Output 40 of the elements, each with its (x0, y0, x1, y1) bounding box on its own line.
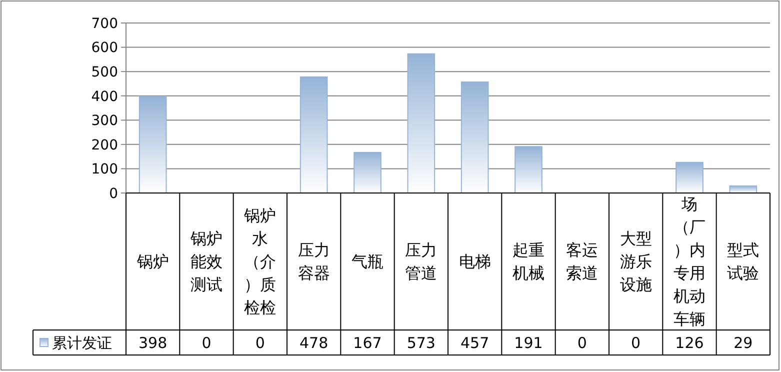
x-tick-label: 起重机械 (512, 240, 544, 283)
x-tick-label: 锅炉能效测试 (190, 229, 222, 294)
x-tick-label: 气瓶 (352, 252, 384, 272)
y-tick-label: 300 (91, 113, 118, 130)
data-label: 478 (300, 334, 328, 352)
x-tick-label: 大型游乐设施 (620, 229, 652, 294)
data-label: 398 (138, 334, 168, 352)
data-label: 0 (202, 334, 212, 352)
bar (460, 82, 489, 194)
y-tick-label: 0 (109, 186, 118, 202)
y-tick-label: 500 (91, 64, 118, 80)
x-tick-label: 客运索道 (566, 240, 598, 283)
bar (514, 146, 542, 194)
bar (354, 152, 382, 194)
x-tick-label: 型式试验 (727, 240, 760, 283)
bar (676, 162, 704, 194)
x-tick-label: 场（厂）内专用机动车辆 (674, 194, 706, 329)
data-label: 573 (406, 334, 436, 352)
x-tick-label: 压力管道 (405, 240, 438, 283)
bar (407, 53, 436, 194)
data-label: 0 (255, 334, 265, 352)
y-tick-label: 100 (91, 162, 118, 178)
x-tick-label: 压力容器 (298, 240, 330, 283)
data-label: 29 (734, 334, 753, 352)
y-tick-label: 200 (91, 137, 118, 154)
bar (300, 76, 328, 194)
data-label: 0 (577, 334, 587, 352)
y-tick-label: 600 (91, 40, 118, 56)
bar (138, 96, 167, 194)
legend-label: 累计发证 (52, 334, 112, 352)
data-label: 0 (631, 334, 641, 352)
data-label: 126 (675, 334, 704, 352)
data-label: 167 (353, 334, 382, 352)
y-tick-label: 400 (91, 88, 118, 105)
x-tick-label: 电梯 (458, 252, 491, 272)
data-label: 457 (460, 334, 490, 352)
x-tick-label: 锅炉 (136, 252, 169, 272)
y-tick-label: 700 (91, 16, 118, 32)
data-label: 191 (514, 334, 543, 352)
x-tick-label: 锅炉水（介）质检检 (243, 206, 276, 318)
